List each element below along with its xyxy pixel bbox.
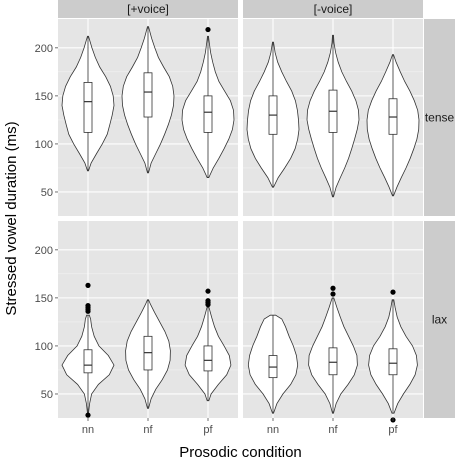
x-tick-label: nf	[143, 424, 153, 436]
row-strip-label: tense	[425, 111, 455, 125]
outlier-point	[330, 291, 336, 297]
x-tick-label: nn	[267, 424, 279, 436]
y-tick-label: 100	[35, 341, 53, 353]
outlier-point	[85, 308, 91, 314]
x-tick-label: pf	[388, 424, 398, 436]
box	[83, 349, 93, 374]
x-tick-label: nf	[328, 424, 338, 436]
x-axis-title: Prosodic condition	[179, 444, 302, 461]
column-strip-label: [+voice]	[127, 2, 169, 16]
x-tick-label: pf	[203, 424, 213, 436]
row-strip-label: lax	[432, 313, 447, 327]
y-tick-label: 200	[35, 245, 53, 257]
outlier-point	[205, 302, 211, 308]
outlier-point	[85, 412, 91, 418]
y-axis-title: Stressed vowel duration (ms)	[3, 121, 20, 315]
column-strip	[58, 0, 238, 18]
outlier-point	[205, 288, 211, 294]
box	[83, 82, 93, 133]
y-tick-label: 50	[41, 389, 53, 401]
box	[388, 348, 398, 376]
row-strip	[424, 19, 455, 216]
column-strip	[243, 0, 423, 18]
outlier-point	[330, 285, 336, 291]
outlier-point	[205, 26, 211, 33]
box	[203, 345, 213, 372]
x-tick-label: nn	[82, 424, 94, 436]
y-tick-label: 200	[35, 43, 53, 55]
y-tick-label: 150	[35, 293, 53, 305]
outlier-point	[390, 289, 396, 295]
box	[143, 72, 153, 118]
box	[203, 95, 213, 133]
y-tick-label: 100	[35, 139, 53, 151]
box	[328, 347, 338, 376]
column-strip-label: [-voice]	[314, 2, 353, 16]
y-tick-label: 150	[35, 91, 53, 103]
row-strip	[424, 221, 455, 418]
outlier-point	[85, 282, 91, 288]
y-tick-label: 50	[41, 187, 53, 199]
